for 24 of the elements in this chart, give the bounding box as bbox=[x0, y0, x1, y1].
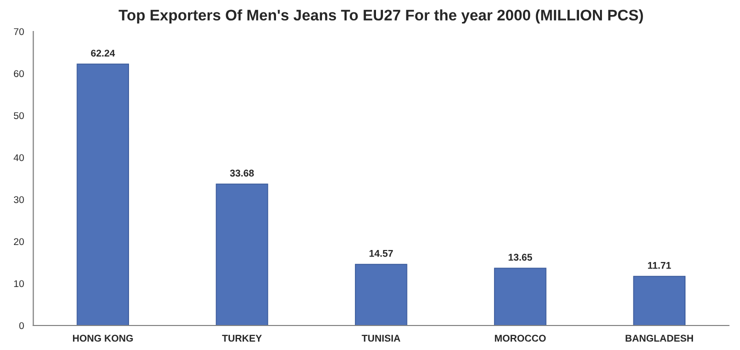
x-tick-label: MOROCCO bbox=[494, 334, 546, 342]
chart-title: Top Exporters Of Men's Jeans To EU27 For the year 2000 (MILLION PCS) bbox=[118, 9, 643, 24]
data-label: 62.24 bbox=[91, 50, 115, 57]
y-tick-label: 50 bbox=[14, 112, 24, 120]
bar bbox=[633, 276, 686, 326]
y-tick-label: 10 bbox=[14, 280, 24, 288]
y-tick-label: 60 bbox=[14, 70, 24, 78]
y-tick-label: 70 bbox=[14, 28, 24, 36]
data-label: 11.71 bbox=[648, 262, 671, 269]
bar bbox=[216, 184, 268, 326]
y-tick-label: 30 bbox=[14, 196, 24, 204]
y-tick-label: 40 bbox=[14, 154, 24, 162]
data-label: 14.57 bbox=[370, 250, 393, 257]
y-tick-label: 20 bbox=[14, 238, 24, 246]
data-label: 33.68 bbox=[230, 170, 254, 177]
bar bbox=[494, 268, 546, 326]
bar bbox=[76, 64, 130, 326]
x-tick-label: BANGLADESH bbox=[626, 334, 693, 342]
data-label: 13.65 bbox=[508, 254, 532, 261]
x-tick-label: TURKEY bbox=[222, 334, 262, 342]
y-tick-label: 0 bbox=[19, 322, 24, 330]
x-tick-label: HONG KONG bbox=[72, 334, 133, 342]
bar bbox=[354, 264, 408, 326]
x-tick-label: TUNISIA bbox=[362, 334, 400, 342]
